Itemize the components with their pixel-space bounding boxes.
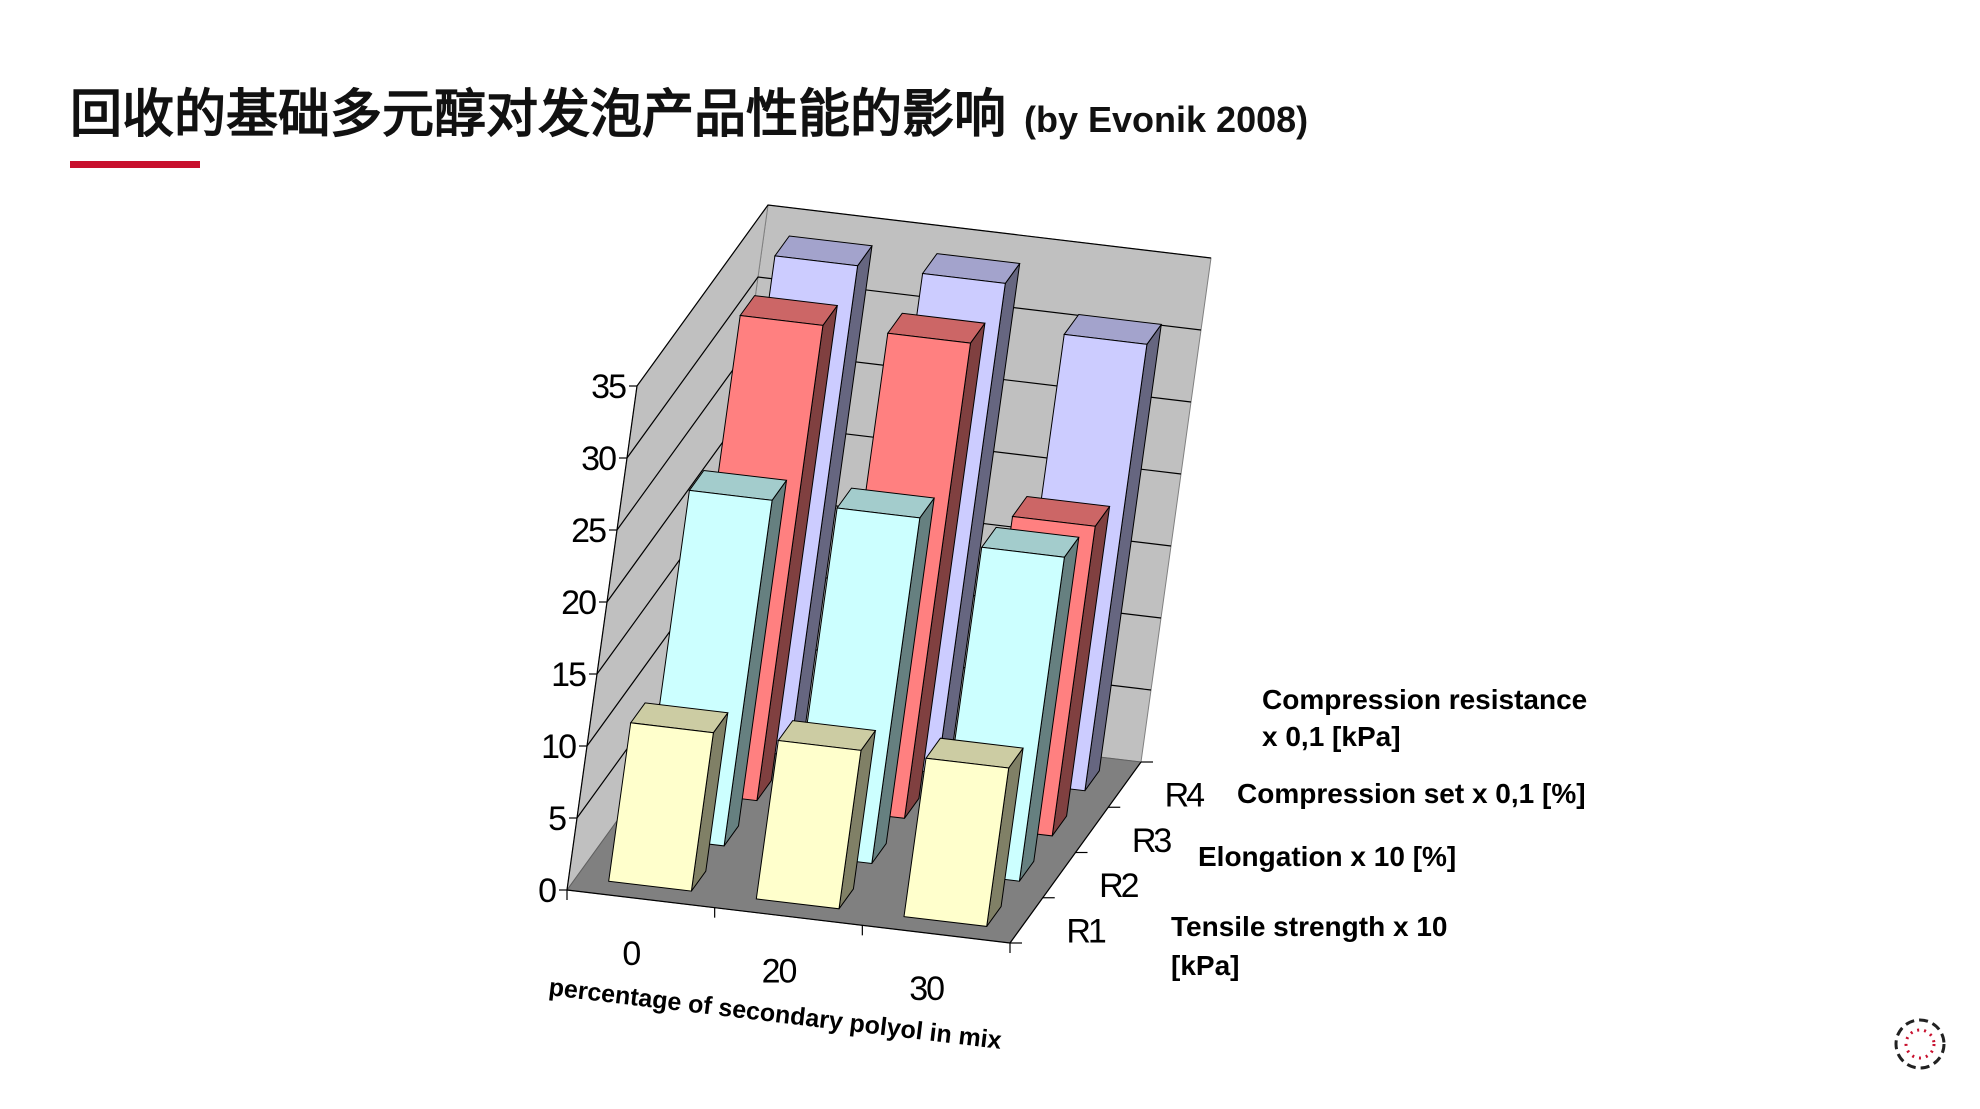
depth-tick-label: R3 — [1132, 822, 1172, 860]
x-tick-label: 30 — [909, 970, 944, 1008]
series-label: Tensile strength x 10 — [1171, 911, 1447, 942]
series-label: x 0,1 [kPa] — [1262, 721, 1401, 752]
y-tick-label: 0 — [538, 872, 556, 910]
gridline — [636, 204, 1212, 387]
gridline — [626, 276, 1202, 459]
bar — [755, 739, 862, 910]
y-axis-line — [566, 385, 638, 891]
x-tick-label: 0 — [622, 935, 640, 973]
series-label: [kPa] — [1171, 950, 1239, 981]
series-label: Compression set x 0,1 [%] — [1237, 778, 1586, 809]
title-underline — [70, 161, 200, 168]
depth-tick-label: R1 — [1066, 912, 1106, 950]
y-tick-label: 20 — [561, 584, 596, 622]
series-label: Compression resistance — [1262, 684, 1587, 715]
y-tick-label: 25 — [571, 512, 606, 550]
title-source: (by Evonik 2008) — [1024, 99, 1309, 140]
y-tick-label: 30 — [581, 440, 616, 478]
depth-tick-label: R4 — [1165, 777, 1205, 815]
x-tick-label: 20 — [762, 953, 797, 991]
title-main: 回收的基础多元醇对发泡产品性能的影响 — [70, 85, 1007, 145]
bar — [608, 722, 714, 892]
slide-title: 回收的基础多元醇对发泡产品性能的影响 (by Evonik 2008) — [70, 72, 1308, 152]
depth-tick-label: R2 — [1099, 867, 1139, 905]
y-tick-label: 5 — [548, 800, 566, 838]
series-label: Elongation x 10 [%] — [1198, 841, 1456, 872]
dotted-circle-logo-icon — [1894, 1018, 1946, 1070]
y-tick-label: 35 — [591, 368, 626, 406]
y-tick-label: 15 — [551, 656, 586, 694]
x-axis-line — [566, 889, 1011, 944]
bar — [903, 757, 1010, 927]
y-tick-label: 10 — [541, 728, 576, 766]
